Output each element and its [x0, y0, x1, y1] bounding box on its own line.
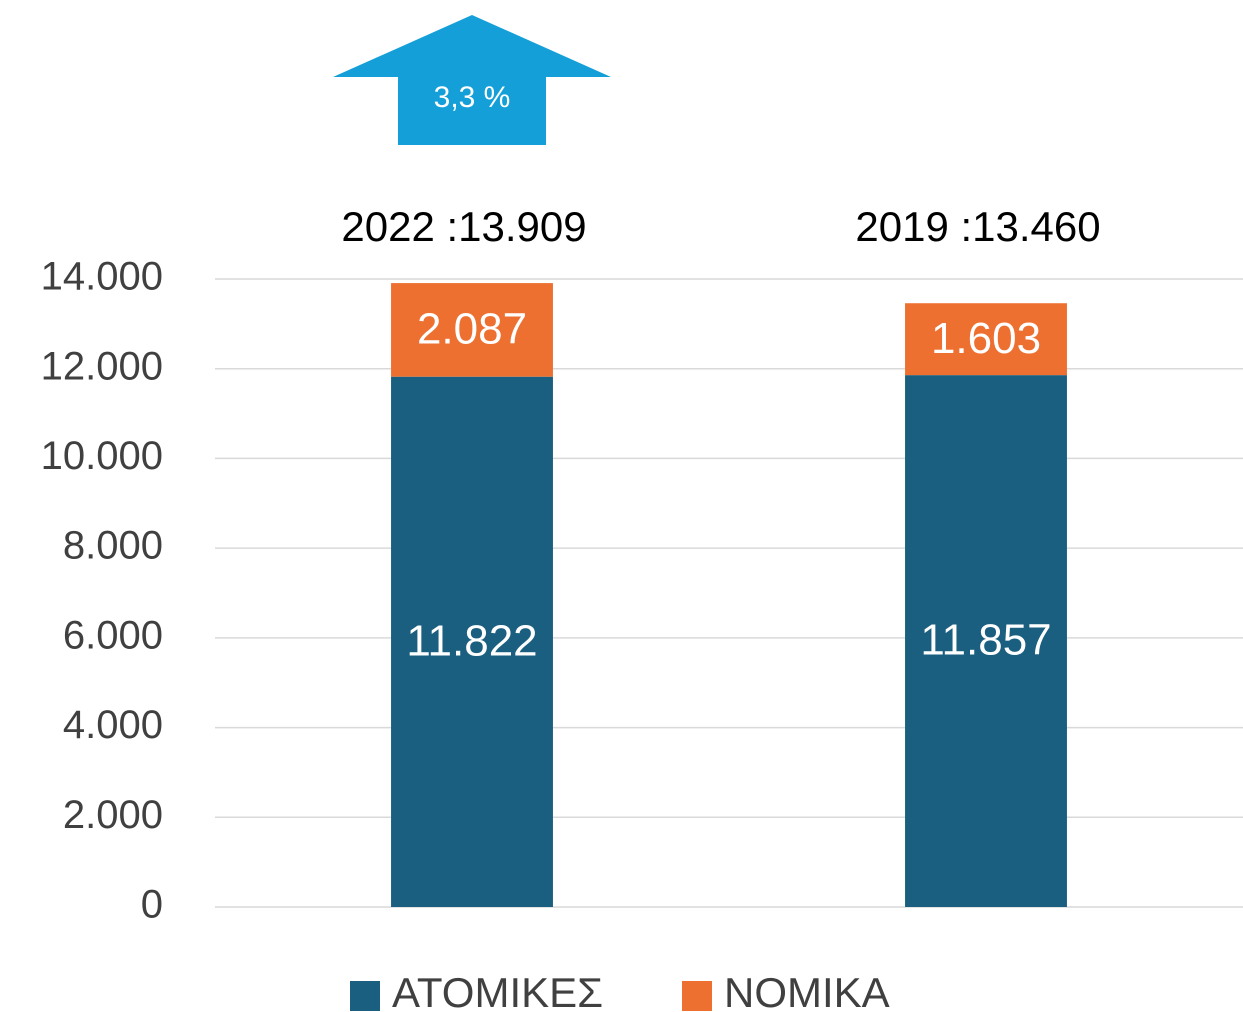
y-tick-label: 4.000 — [63, 703, 163, 747]
bar-segment — [905, 375, 1067, 907]
data-label: 2.087 — [417, 305, 527, 354]
bar-segment — [391, 283, 553, 377]
data-label: 11.822 — [406, 616, 537, 665]
y-tick-label: 12.000 — [41, 344, 163, 388]
bar-segment — [905, 303, 1067, 376]
y-tick-label: 10.000 — [41, 434, 163, 478]
growth-arrow — [333, 15, 611, 145]
legend-label: ΑΤΟΜΙΚΕΣ — [392, 969, 603, 1012]
legend-swatch — [682, 981, 712, 1011]
y-tick-label: 6.000 — [63, 613, 163, 657]
y-tick-label: 14.000 — [41, 255, 163, 299]
annotation-text: 3,3 % — [434, 81, 511, 114]
y-tick-label: 8.000 — [63, 524, 163, 568]
total-label: 2019 :13.460 — [855, 203, 1100, 250]
data-label: 1.603 — [931, 314, 1041, 363]
legend-label: ΝΟΜΙΚΑ — [724, 969, 890, 1012]
data-label: 11.857 — [920, 616, 1051, 665]
total-label: 2022 :13.909 — [341, 203, 586, 250]
legend-swatch — [350, 981, 380, 1011]
y-tick-label: 2.000 — [63, 793, 163, 837]
bar-segment — [391, 376, 553, 907]
y-tick-label: 0 — [141, 883, 163, 927]
